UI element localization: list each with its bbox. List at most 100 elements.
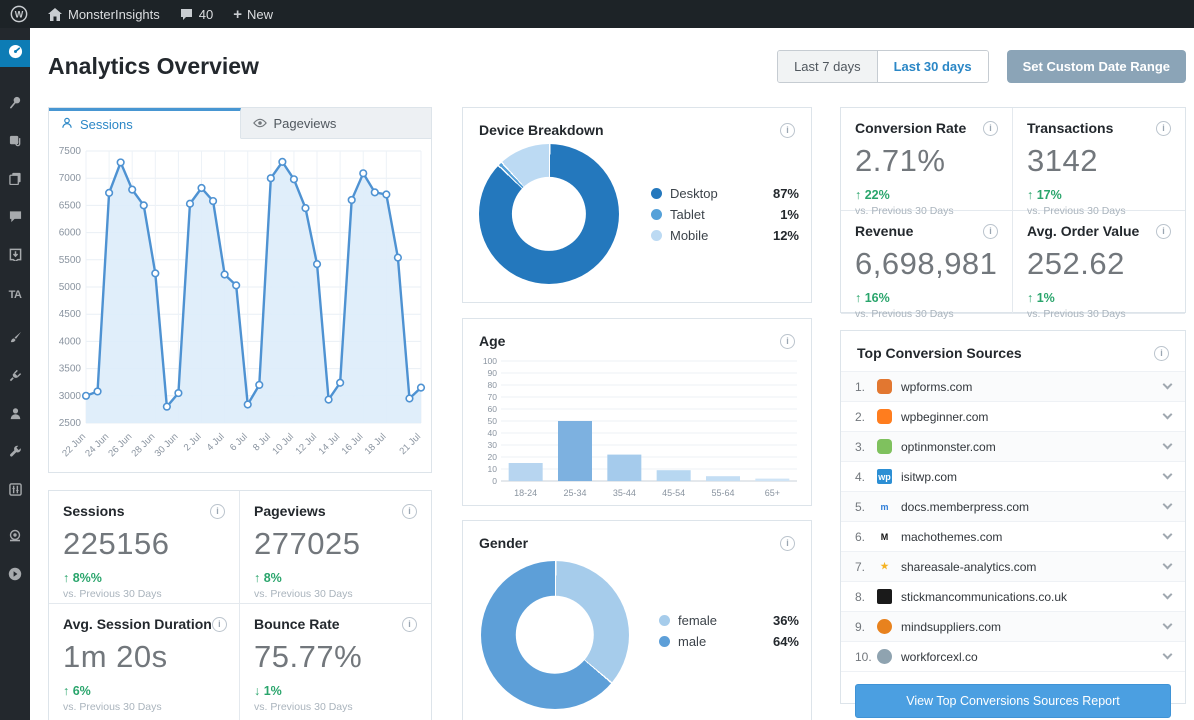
sidebar-item-downloads[interactable] [0, 243, 30, 270]
sidebar-item-extension[interactable] [0, 525, 30, 552]
tab-pageviews[interactable]: Pageviews [240, 108, 431, 139]
source-row[interactable]: 1. wpforms.com [841, 372, 1185, 402]
source-row[interactable]: 8. stickmancommunications.co.uk [841, 582, 1185, 612]
svg-text:30 Jun: 30 Jun [153, 431, 181, 459]
sidebar-item-users[interactable] [0, 402, 30, 429]
info-icon[interactable]: i [1154, 345, 1169, 361]
stat-trend: ↑ 17% [1027, 188, 1062, 202]
svg-text:24 Jun: 24 Jun [83, 431, 111, 459]
tab-sessions[interactable]: Sessions [49, 108, 241, 139]
stat-compare: vs. Previous 30 Days [1027, 308, 1126, 320]
svg-text:35-44: 35-44 [613, 488, 636, 498]
chevron-down-icon[interactable] [1162, 649, 1173, 660]
chevron-down-icon[interactable] [1162, 619, 1173, 630]
last-30-days-button[interactable]: Last 30 days [877, 51, 988, 82]
legend-dot [659, 636, 670, 647]
sidebar-item-monsterinsights[interactable] [0, 40, 30, 67]
last-7-days-button[interactable]: Last 7 days [778, 51, 878, 82]
media-icon [9, 134, 22, 152]
source-domain: workforcexl.co [901, 649, 978, 664]
source-rank: 3. [855, 439, 866, 454]
legend-label: Desktop [670, 186, 718, 201]
legend-label: female [678, 613, 718, 628]
source-row[interactable]: 6. M machothemes.com [841, 522, 1185, 552]
sidebar-item-posts[interactable] [0, 91, 30, 118]
age-title: Age [479, 333, 506, 349]
sidebar-item-appearance[interactable] [0, 326, 30, 353]
legend-value: 36% [772, 613, 799, 628]
chevron-down-icon[interactable] [1162, 469, 1173, 480]
info-icon[interactable]: i [780, 333, 795, 349]
legend-dot [651, 188, 662, 199]
brush-icon [9, 331, 22, 349]
plus-icon: + [233, 5, 242, 23]
sidebar-item-settings[interactable] [0, 478, 30, 505]
view-top-conversions-report-button[interactable]: View Top Conversions Sources Report [855, 684, 1171, 718]
source-domain: shareasale-analytics.com [901, 559, 1037, 574]
sidebar-item-plugins[interactable] [0, 364, 30, 391]
sidebar-item-pages[interactable] [0, 167, 30, 194]
comments-count: 40 [198, 6, 214, 22]
chevron-down-icon[interactable] [1162, 499, 1173, 510]
svg-text:6500: 6500 [59, 200, 82, 211]
source-row[interactable]: 9. mindsuppliers.com [841, 612, 1185, 642]
info-icon[interactable]: i [402, 503, 417, 519]
source-row[interactable]: 7. ★ shareasale-analytics.com [841, 552, 1185, 582]
wordpress-logo-icon[interactable]: W [0, 0, 38, 28]
source-domain: stickmancommunications.co.uk [901, 589, 1068, 604]
chevron-down-icon[interactable] [1162, 409, 1173, 420]
device-donut-chart [479, 144, 619, 284]
info-icon[interactable]: i [1156, 223, 1171, 239]
chevron-down-icon[interactable] [1162, 439, 1173, 450]
user-icon [9, 407, 22, 425]
info-icon[interactable]: i [780, 122, 795, 138]
svg-text:6000: 6000 [59, 228, 82, 239]
site-menu[interactable]: MonsterInsights [38, 0, 170, 28]
sources-list: 1. wpforms.com 2. wpbeginner.com 3. opti… [841, 372, 1185, 672]
source-row[interactable]: 4. wp isitwp.com [841, 462, 1185, 492]
info-icon[interactable]: i [983, 223, 998, 239]
info-icon[interactable]: i [210, 503, 225, 519]
info-icon[interactable]: i [211, 616, 227, 632]
stat-title: Avg. Order Value [1027, 223, 1140, 239]
sidebar-item-comments[interactable] [0, 205, 30, 232]
set-custom-date-range-button[interactable]: Set Custom Date Range [1006, 50, 1186, 83]
chevron-down-icon[interactable] [1162, 529, 1173, 540]
svg-text:5500: 5500 [59, 255, 82, 266]
source-row[interactable]: 3. optinmonster.com [841, 432, 1185, 462]
chevron-down-icon[interactable] [1162, 559, 1173, 570]
play-circle-icon [8, 567, 22, 586]
age-bar-chart: 0 10 20 30 40 50 60 70 80 90 100 18-24 25-34 35-44 45-… [463, 355, 811, 508]
sidebar-item-media[interactable] [0, 129, 30, 156]
svg-text:60: 60 [488, 404, 498, 414]
sidebar-item-collapse[interactable] [0, 563, 30, 590]
chevron-down-icon[interactable] [1162, 589, 1173, 600]
source-row[interactable]: 2. wpbeginner.com [841, 402, 1185, 432]
stat-trend: ↑ 1% [1027, 291, 1055, 305]
person-icon [61, 117, 73, 132]
device-legend: Desktop 87% Tablet 1% Mobile 12% [651, 186, 799, 243]
new-menu[interactable]: + New [223, 0, 283, 28]
svg-text:12 Jul: 12 Jul [293, 431, 319, 457]
stat-value: 6,698,981 [855, 246, 998, 281]
info-icon[interactable]: i [983, 120, 998, 136]
stat-card-transactions: Transactions i 3142 ↑ 17% vs. Previous 3… [1013, 108, 1185, 217]
sidebar-item-tools[interactable] [0, 440, 30, 467]
download-icon [9, 248, 22, 266]
source-favicon: ★ [880, 561, 889, 571]
source-row[interactable]: 5. m docs.memberpress.com [841, 492, 1185, 522]
gender-legend: female 36% male 64% [659, 613, 799, 649]
source-row[interactable]: 10. workforcexl.co [841, 642, 1185, 672]
info-icon[interactable]: i [402, 616, 417, 632]
svg-text:5000: 5000 [59, 282, 82, 293]
stat-card-conversion-rate: Conversion Rate i 2.71% ↑ 22% vs. Previo… [841, 108, 1013, 217]
chevron-down-icon[interactable] [1162, 379, 1173, 390]
comments-menu[interactable]: 40 [170, 0, 223, 28]
wrench-icon [9, 445, 22, 463]
sidebar-item-ta[interactable]: TA [0, 281, 30, 308]
chart-tabs: Sessions Pageviews [49, 108, 431, 139]
info-icon[interactable]: i [780, 535, 795, 551]
age-panel: Age i 0 10 20 30 40 50 60 70 80 90 100 18-24 25-34 35… [462, 318, 812, 506]
legend-dot [659, 615, 670, 626]
info-icon[interactable]: i [1156, 120, 1171, 136]
